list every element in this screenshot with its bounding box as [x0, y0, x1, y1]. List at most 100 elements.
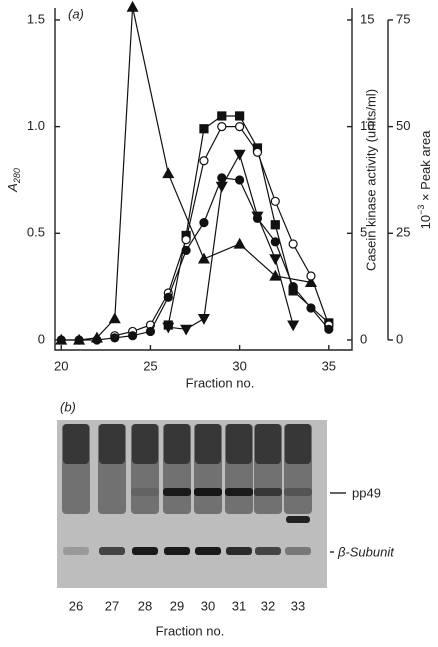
x-tick-label: 35: [322, 358, 336, 373]
lane-top: [255, 424, 281, 464]
lane-top: [99, 424, 125, 464]
marker: [235, 111, 245, 121]
y2-tick-label: 5: [360, 225, 367, 240]
series-line: [61, 177, 330, 341]
series-line: [167, 115, 330, 326]
marker: [217, 111, 227, 121]
x-tick-label: 30: [232, 358, 246, 373]
marker: [199, 218, 209, 228]
y3-label-rest: × Peak area: [418, 130, 433, 205]
x-tick-label: 20: [54, 358, 68, 373]
beta-band: [255, 547, 281, 555]
lane-label: 29: [170, 598, 184, 613]
marker: [306, 271, 316, 281]
pp49-band: [254, 488, 282, 496]
marker: [270, 220, 280, 230]
beta-band: [195, 547, 221, 555]
lane-top: [63, 424, 89, 464]
marker: [162, 167, 175, 179]
marker: [233, 237, 246, 249]
lane-label: 30: [201, 598, 215, 613]
marker: [199, 156, 209, 166]
pp49-band: [225, 488, 253, 496]
pp49-band: [284, 488, 312, 496]
marker: [233, 149, 246, 161]
band-label: β-Subunit: [337, 544, 395, 559]
marker: [108, 312, 121, 324]
y-label-main: A: [5, 183, 20, 193]
y2-tick-label: 0: [360, 331, 367, 346]
marker: [197, 252, 210, 264]
marker: [269, 269, 282, 281]
marker: [270, 196, 280, 206]
marker: [252, 147, 263, 157]
y2-axis-label: Casein kinase activity (units/ml): [363, 89, 378, 271]
marker: [92, 335, 102, 345]
marker: [215, 181, 228, 193]
lane-top: [132, 424, 158, 464]
gel-x-label: Fraction no.: [156, 623, 225, 638]
marker: [197, 314, 210, 325]
y3-tick-label: 0: [396, 331, 403, 346]
pp49-band: [163, 488, 191, 496]
marker: [269, 254, 282, 266]
lane-label: 33: [291, 598, 305, 613]
y2-tick-label: 15: [360, 11, 374, 26]
marker: [181, 235, 191, 245]
marker: [235, 175, 245, 185]
panel-label: (b): [60, 399, 76, 414]
beta-band: [226, 547, 252, 555]
x-axis-label: Fraction no.: [186, 375, 255, 390]
pp49-band: [131, 488, 159, 496]
marker: [324, 324, 334, 334]
lane-top: [226, 424, 252, 464]
band-label: pp49: [352, 485, 381, 500]
lane-label: 28: [138, 598, 152, 613]
beta-band: [285, 547, 311, 555]
marker: [217, 122, 227, 132]
lane-top: [285, 424, 311, 464]
y-tick-label: 1.0: [27, 118, 45, 133]
marker: [162, 322, 175, 334]
marker: [145, 326, 156, 337]
y3-tick-label: 25: [396, 225, 410, 240]
lane-label: 31: [232, 598, 246, 613]
marker: [181, 245, 191, 255]
series-line: [114, 126, 330, 337]
y3-tick-label: 75: [396, 11, 410, 26]
beta-band: [99, 547, 125, 555]
marker: [163, 292, 173, 302]
marker: [288, 282, 298, 292]
y3-label-base: 10: [418, 215, 433, 229]
gel-panel: (b) pp49 β-Subunit Fraction no. 26 27 28 29 30 31…: [57, 399, 395, 638]
lane-top: [195, 424, 221, 464]
marker: [127, 331, 138, 341]
marker: [126, 0, 139, 12]
marker: [235, 122, 245, 132]
marker: [287, 320, 300, 332]
marker: [270, 237, 280, 247]
y3-axis-label: 10−3 × Peak area: [416, 130, 433, 230]
y-tick-label: 0: [38, 331, 45, 346]
lane-label: 27: [105, 598, 119, 613]
panel-label: (a): [68, 6, 84, 21]
pp49-band: [194, 488, 222, 496]
marker: [251, 211, 264, 223]
marker: [180, 324, 193, 336]
marker: [110, 333, 120, 343]
y-tick-label: 0.5: [27, 225, 45, 240]
beta-band: [63, 547, 89, 555]
marker: [199, 124, 209, 134]
marker: [74, 335, 84, 345]
series-line: [61, 6, 312, 341]
y-tick-label: 1.5: [27, 11, 45, 26]
y3-tick-label: 50: [396, 118, 410, 133]
beta-band: [132, 547, 158, 555]
lane-top: [164, 424, 190, 464]
axis-frame: [54, 8, 353, 351]
lane-label: 32: [261, 598, 275, 613]
beta-band: [164, 547, 190, 555]
marker: [56, 335, 66, 345]
y-label-sub: 280: [12, 168, 22, 184]
